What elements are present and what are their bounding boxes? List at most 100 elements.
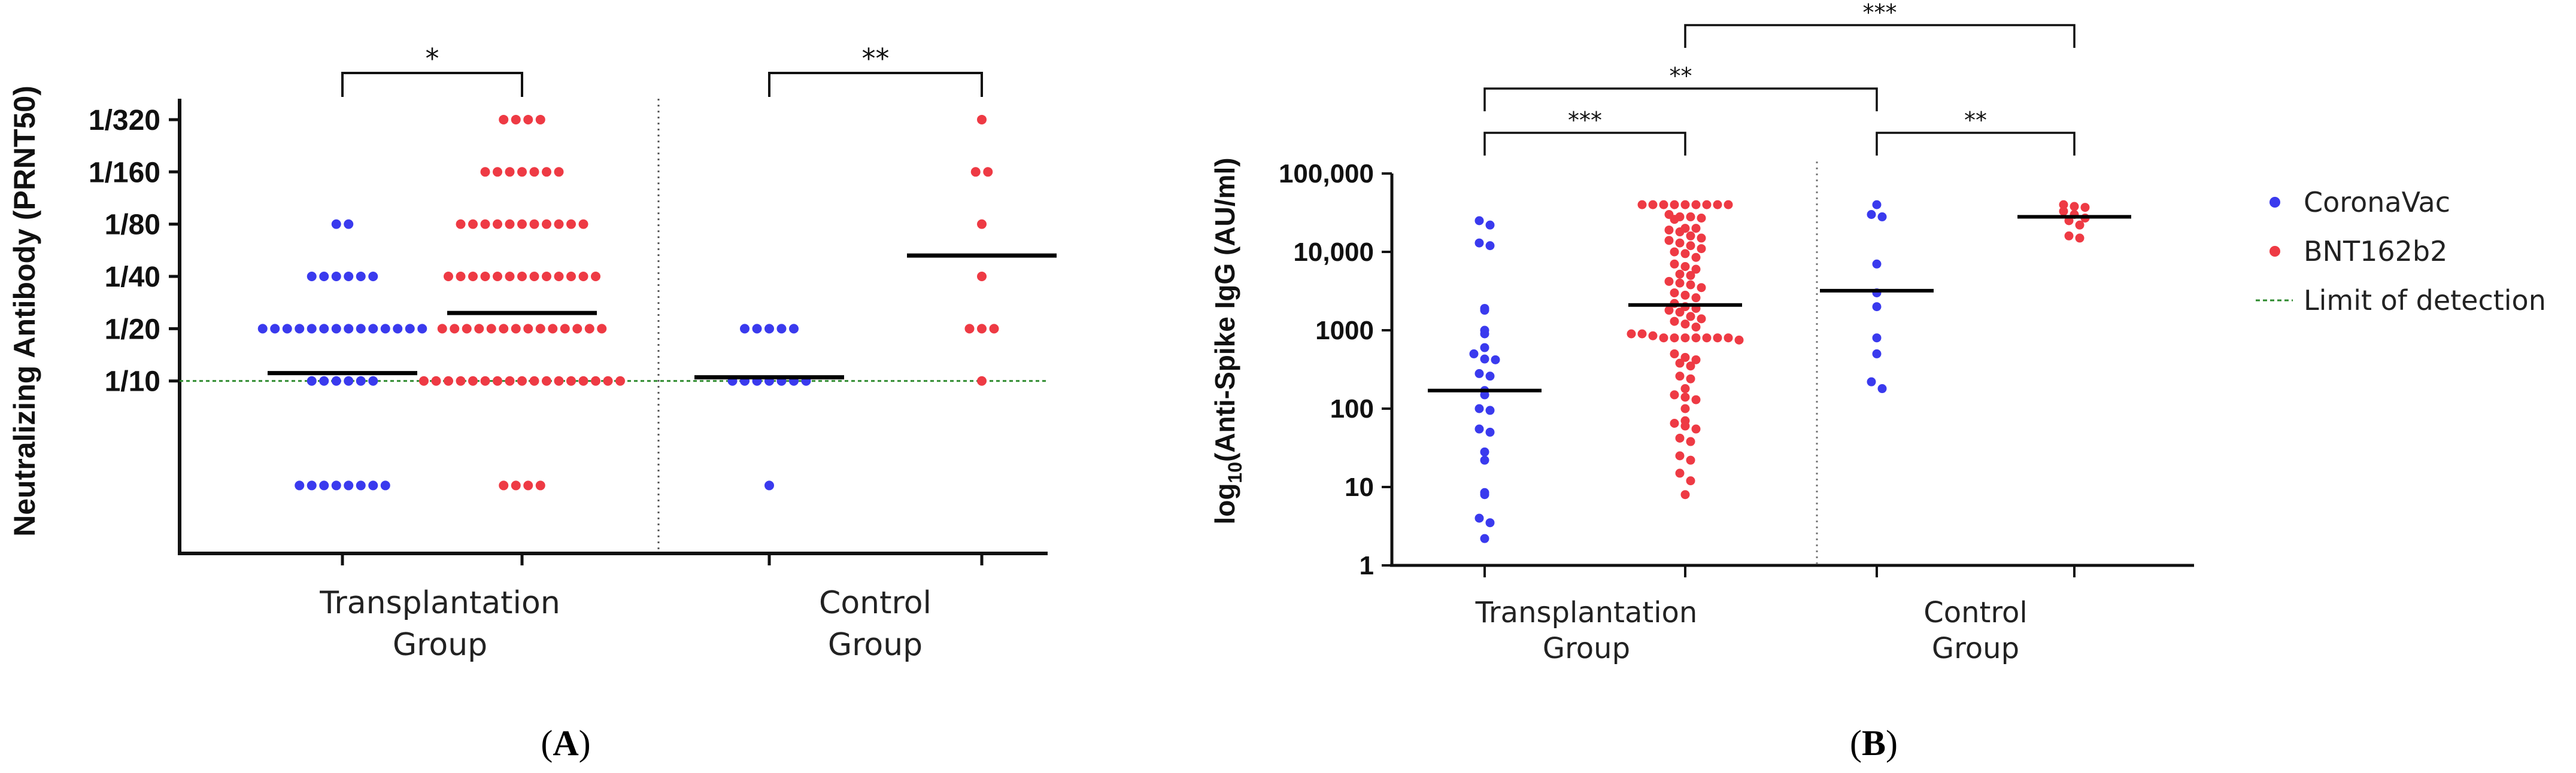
panel-a-point xyxy=(319,480,329,491)
panel-b-point xyxy=(2064,231,2074,241)
panel-b-point xyxy=(1670,215,1679,224)
panel-b: log10(Anti-Spike IgG (AU/ml) 11010010001… xyxy=(1209,0,2194,763)
panel-a-point xyxy=(517,167,527,177)
panel-a-point xyxy=(535,114,545,124)
panel-b-y-tick-label: 10,000 xyxy=(1293,238,1374,267)
legend-label-2: BNT162b2 xyxy=(2304,235,2447,267)
panel-b-point xyxy=(1691,322,1701,332)
panel-b-point xyxy=(1680,262,1690,272)
panel-a-point xyxy=(977,272,987,282)
panel-a-point xyxy=(542,219,551,229)
panel-a-point xyxy=(554,376,564,386)
panel-a-point xyxy=(393,324,403,334)
panel-b-significance-bracket xyxy=(1483,132,1686,156)
panel-a-point xyxy=(486,324,496,334)
panel-b-point xyxy=(2070,202,2079,211)
panel-a-point xyxy=(456,272,466,282)
panel-b-point xyxy=(1664,225,1674,235)
panel-a-label: (A) xyxy=(541,723,590,763)
panel-b-point xyxy=(1670,349,1679,358)
panel-a-point xyxy=(356,376,366,386)
panel-a-point xyxy=(505,376,515,386)
panel-a-point xyxy=(344,219,354,229)
panel-b-point xyxy=(1697,213,1706,223)
panel-a-point xyxy=(417,324,427,334)
panel-b-point xyxy=(1702,200,1712,209)
panel-a-point xyxy=(554,167,564,177)
panel-b-point xyxy=(1872,349,1882,358)
panel-b-point xyxy=(1480,534,1489,543)
panel-a-point xyxy=(456,219,466,229)
panel-b-significance-bracket xyxy=(1684,24,2076,48)
panel-b-significance-bracket xyxy=(1483,87,1878,111)
legend-label-3: Limit of detection xyxy=(2304,284,2546,316)
panel-a-point xyxy=(344,376,354,386)
panel-a-point xyxy=(511,324,521,334)
panel-b-y-axis-title: log10(Anti-Spike IgG (AU/ml) xyxy=(1209,157,1246,524)
panel-b-point xyxy=(1691,293,1701,303)
panel-a-point xyxy=(331,480,341,491)
panel-b-point xyxy=(1637,200,1647,209)
panel-b-y-tick-label: 100,000 xyxy=(1279,159,1374,188)
panel-a-point xyxy=(591,272,600,282)
panel-a-point xyxy=(480,219,490,229)
panel-a-medians xyxy=(268,253,1057,380)
panel-b-point xyxy=(2075,233,2085,243)
panel-b-point xyxy=(1686,212,1695,221)
panel-a-point xyxy=(331,376,341,386)
panel-a-point xyxy=(468,272,478,282)
panel-b-point xyxy=(1675,433,1685,443)
legend-label-1: CoronaVac xyxy=(2304,186,2450,218)
panel-b-point xyxy=(1686,437,1695,446)
panel-a-point xyxy=(548,324,558,334)
panel-b-point xyxy=(1485,372,1495,381)
panel-b-point xyxy=(1675,372,1685,381)
panel-b-point xyxy=(1480,455,1489,465)
panel-b-y-tick-label: 1000 xyxy=(1315,316,1374,345)
panel-b-significance-label: ** xyxy=(1964,107,1987,133)
panel-b-point xyxy=(1670,247,1679,257)
panel-a-point xyxy=(468,376,478,386)
panel-a-point xyxy=(307,480,317,491)
panel-b-point xyxy=(1480,447,1489,457)
panel-a-point xyxy=(977,324,987,334)
panel-a-point xyxy=(964,324,975,334)
panel-a-x-ticks xyxy=(341,553,984,565)
panel-a-point xyxy=(542,167,551,177)
panel-b-point xyxy=(1686,476,1695,486)
panel-a-point xyxy=(319,272,329,282)
panel-b-point xyxy=(1675,227,1685,237)
panel-b-point xyxy=(1686,312,1695,321)
panel-a-point xyxy=(578,272,588,282)
panel-a-point xyxy=(542,376,551,386)
panel-a-point xyxy=(597,324,607,334)
panel-a-point xyxy=(554,272,564,282)
panel-a-point xyxy=(356,480,366,491)
panel-a-point xyxy=(970,167,981,177)
panel-a-point xyxy=(493,167,502,177)
panel-a-point xyxy=(523,324,533,334)
panel-b-point xyxy=(1474,216,1484,226)
panel-b-point xyxy=(1872,302,1882,312)
panel-b-point xyxy=(1691,264,1701,274)
panel-b-point xyxy=(1686,231,1695,241)
panel-a-point xyxy=(977,219,987,229)
panel-b-point xyxy=(1686,361,1695,371)
panel-b-point xyxy=(1480,343,1489,352)
panel-b-point xyxy=(1872,200,1882,209)
panel-a-point xyxy=(566,272,576,282)
panel-b-point xyxy=(1872,333,1882,343)
panel-a-significance-label: ** xyxy=(862,42,890,75)
panel-a-significance-label: * xyxy=(426,42,439,75)
panel-a-point xyxy=(493,219,502,229)
panel-b-point xyxy=(1680,319,1690,329)
panel-a-point xyxy=(584,324,594,334)
panel-a-point xyxy=(474,324,484,334)
panel-a-point xyxy=(480,272,490,282)
panel-b-point xyxy=(1867,209,1876,219)
panel-a-point xyxy=(356,324,366,334)
panel-a-point xyxy=(380,480,390,491)
panel-b-x-ticks xyxy=(1483,565,2076,577)
panel-a-y-tick-label: 1/160 xyxy=(89,157,160,188)
